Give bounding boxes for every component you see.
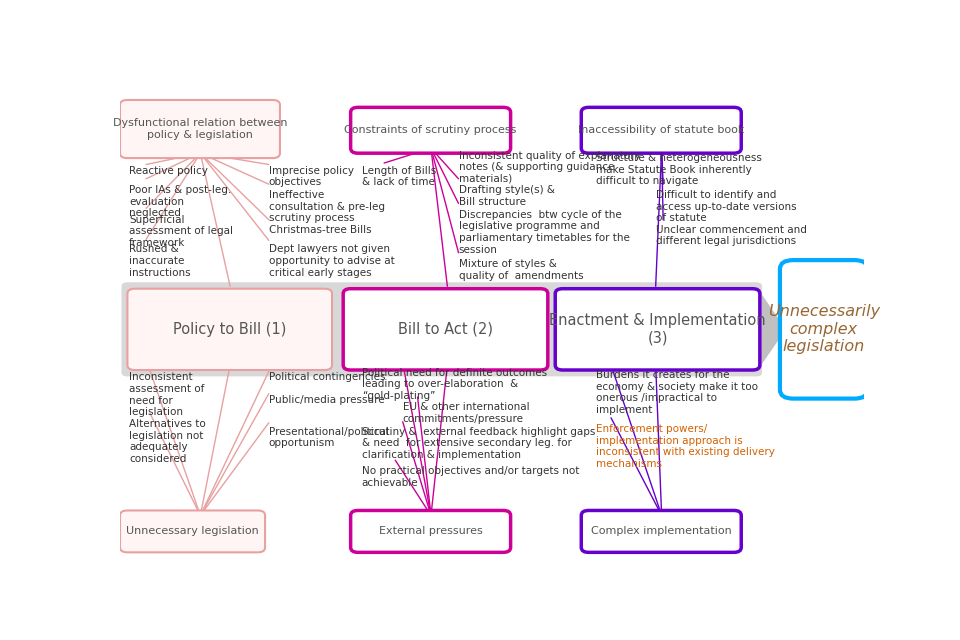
Text: Imprecise policy
objectives: Imprecise policy objectives: [269, 166, 354, 187]
Text: Discrepancies  btw cycle of the
legislative programme and
parliamentary timetabl: Discrepancies btw cycle of the legislati…: [459, 210, 630, 255]
Text: Structure & heterogeneousness
make Statute Book inherently
difficult to navigate: Structure & heterogeneousness make Statu…: [596, 153, 762, 186]
Text: Bill to Act (2): Bill to Act (2): [398, 322, 493, 337]
Polygon shape: [756, 286, 786, 372]
FancyBboxPatch shape: [350, 511, 511, 552]
Text: Enactment & Implementation
(3): Enactment & Implementation (3): [549, 313, 766, 346]
Text: External pressures: External pressures: [379, 527, 483, 536]
FancyBboxPatch shape: [128, 289, 332, 370]
Text: Unnecessarily
complex
legislation: Unnecessarily complex legislation: [768, 305, 880, 355]
Text: Difficult to identify and
access up-to-date versions
of statute: Difficult to identify and access up-to-d…: [656, 190, 796, 223]
Text: Dysfunctional relation between
policy & legislation: Dysfunctional relation between policy & …: [112, 118, 287, 140]
Text: Alternatives to
legislation not
adequately
considered: Alternatives to legislation not adequate…: [129, 419, 205, 464]
Text: Poor IAs & post-leg.
evaluation
neglected: Poor IAs & post-leg. evaluation neglecte…: [129, 185, 231, 218]
Text: Constraints of scrutiny process: Constraints of scrutiny process: [345, 125, 516, 135]
FancyBboxPatch shape: [350, 108, 511, 153]
FancyBboxPatch shape: [120, 511, 265, 552]
Text: Dept lawyers not given
opportunity to advise at
critical early stages: Dept lawyers not given opportunity to ad…: [269, 244, 395, 278]
Text: Policy to Bill (1): Policy to Bill (1): [173, 322, 286, 337]
Text: Drafting style(s) &
Bill structure: Drafting style(s) & Bill structure: [459, 185, 555, 207]
FancyBboxPatch shape: [555, 289, 760, 370]
Text: Presentational/political
opportunism: Presentational/political opportunism: [269, 427, 389, 448]
Text: Length of Bills
& lack of time: Length of Bills & lack of time: [362, 166, 436, 187]
Text: Political contingencies: Political contingencies: [269, 372, 385, 383]
Text: Superficial
assessment of legal
framework: Superficial assessment of legal framewor…: [129, 215, 233, 248]
Text: Unclear commencement and
different legal jurisdictions: Unclear commencement and different legal…: [656, 225, 806, 246]
Text: Public/media pressure: Public/media pressure: [269, 395, 384, 404]
Text: Burdens it creates for the
economy & society make it too
onerous /impractical to: Burdens it creates for the economy & soc…: [596, 370, 758, 415]
FancyBboxPatch shape: [581, 108, 741, 153]
Text: Rushed &
inaccurate
instructions: Rushed & inaccurate instructions: [129, 244, 190, 278]
Text: Reactive policy: Reactive policy: [129, 166, 207, 175]
FancyBboxPatch shape: [120, 100, 280, 158]
FancyBboxPatch shape: [122, 282, 762, 376]
FancyBboxPatch shape: [780, 260, 868, 399]
Text: Ineffective
consultation & pre-leg
scrutiny process: Ineffective consultation & pre-leg scrut…: [269, 190, 385, 223]
Text: Inaccessibility of statute book: Inaccessibility of statute book: [578, 125, 744, 135]
Text: EU & other international
commitments/pressure: EU & other international commitments/pre…: [403, 402, 529, 424]
Text: No practical objectives and/or targets not
achievable: No practical objectives and/or targets n…: [362, 466, 579, 488]
Text: Inconsistent quality of explanatory
notes (& supporting guidance
materials): Inconsistent quality of explanatory note…: [459, 150, 640, 184]
Text: Inconsistent
assessment of
need for
legislation: Inconsistent assessment of need for legi…: [129, 372, 204, 417]
FancyBboxPatch shape: [344, 289, 548, 370]
Text: Enforcement powers/
implementation approach is
inconsistent with existing delive: Enforcement powers/ implementation appro…: [596, 424, 775, 469]
Text: Complex implementation: Complex implementation: [591, 527, 732, 536]
FancyBboxPatch shape: [581, 511, 741, 552]
Text: Political need for definite outcomes
leading to over-elaboration  &
“gold-platin: Political need for definite outcomes lea…: [362, 367, 547, 401]
Text: Unnecessary legislation: Unnecessary legislation: [126, 527, 259, 536]
Text: Scrutiny &  external feedback highlight gaps
& need  for extensive secondary leg: Scrutiny & external feedback highlight g…: [362, 427, 595, 460]
Text: Mixture of styles &
quality of  amendments: Mixture of styles & quality of amendment…: [459, 259, 583, 281]
Text: Christmas-tree Bills: Christmas-tree Bills: [269, 225, 372, 235]
